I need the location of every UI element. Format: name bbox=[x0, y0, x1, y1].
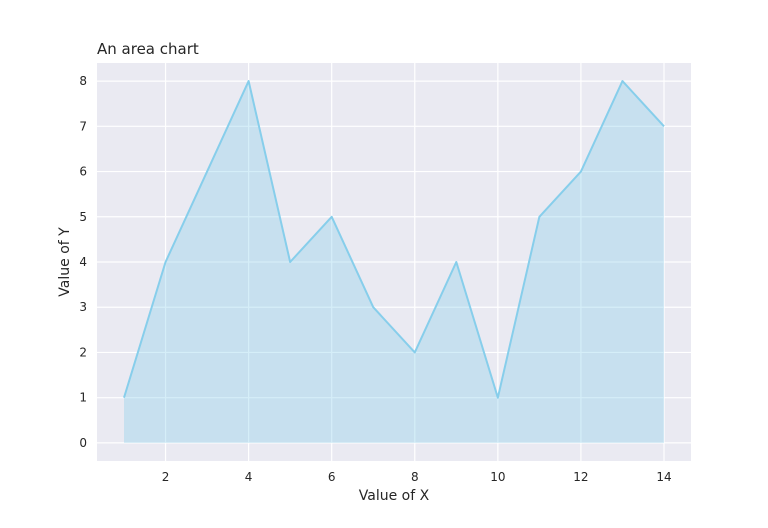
y-gridlines bbox=[97, 80, 691, 444]
x-tick-label: 6 bbox=[328, 470, 336, 484]
y-tick-label: 5 bbox=[79, 210, 87, 224]
y-tick-label: 2 bbox=[79, 345, 87, 359]
x-tick-label: 4 bbox=[245, 470, 253, 484]
y-tick-labels: 0 1 2 3 4 5 6 7 8 bbox=[79, 74, 87, 450]
y-tick-label: 6 bbox=[79, 165, 87, 179]
chart-title: An area chart bbox=[97, 40, 199, 58]
y-tick-label: 0 bbox=[79, 436, 87, 450]
x-tick-label: 14 bbox=[656, 470, 671, 484]
y-tick-label: 8 bbox=[79, 74, 87, 88]
x-tick-label: 2 bbox=[162, 470, 170, 484]
y-tick-label: 1 bbox=[79, 391, 87, 405]
y-axis-label: Value of Y bbox=[57, 227, 73, 297]
y-tick-label: 3 bbox=[79, 300, 87, 314]
y-tick-label: 4 bbox=[79, 255, 87, 269]
x-tick-label: 12 bbox=[573, 470, 588, 484]
x-tick-label: 10 bbox=[490, 470, 505, 484]
x-tick-labels: 2 4 6 8 10 12 14 bbox=[162, 470, 672, 484]
y-tick-label: 7 bbox=[79, 119, 87, 133]
x-tick-label: 8 bbox=[411, 470, 419, 484]
x-axis-label: Value of X bbox=[359, 488, 430, 504]
series-line bbox=[123, 80, 665, 399]
area-fill bbox=[124, 81, 664, 443]
